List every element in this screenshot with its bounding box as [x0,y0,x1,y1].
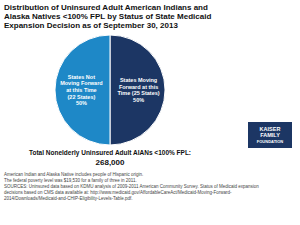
slice-label: States Not [68,74,95,80]
slice-label: at this Time [66,87,96,93]
chart: Distribution of Uninsured Adult American… [0,0,300,225]
logo-box [248,122,292,148]
footnote: decisions based on CMS data available at… [4,190,232,195]
total-value: 268,000 [96,158,125,167]
pie-slice [55,35,110,145]
title-line: Alaska Natives <100% FPL by Status of St… [4,12,211,21]
slice-label: (22 States) [67,94,95,100]
title-line: Distribution of Uninsured Adult American… [4,3,208,12]
data-label: 50% [76,100,87,106]
logo-text: FOUNDATION [257,139,283,144]
total-label: Total Nonelderly Uninsured Adult AIANs <… [29,149,191,157]
slice-label: States Moving [120,77,157,83]
pie [55,35,165,145]
title: Distribution of Uninsured Adult American… [4,3,211,30]
logo-text: FAMILY [260,132,280,138]
logo: KAISERFAMILYFOUNDATION [248,122,292,148]
footnote: American Indian and Alaska Native includ… [4,172,143,177]
data-label: 50% [133,97,144,103]
footnote: 2014/Downloads/Medicaid-and-CHIP-Eligibi… [4,196,133,201]
slice-label: Forward at this [119,84,158,90]
slice-label: Moving Forward [60,80,102,86]
footnote: The federal poverty level was $19,530 fo… [4,178,137,183]
logo-text: KAISER [260,126,281,132]
slice-label: Time (25 States) [118,90,160,96]
pie-slice [110,35,165,145]
slice-labels: States MovingForward at thisTime (25 Sta… [60,74,160,106]
title-line: Expansion Decision as of September 30, 2… [4,21,178,30]
footnote: SOURCES: Uninsured data based on KDMU an… [4,184,259,189]
